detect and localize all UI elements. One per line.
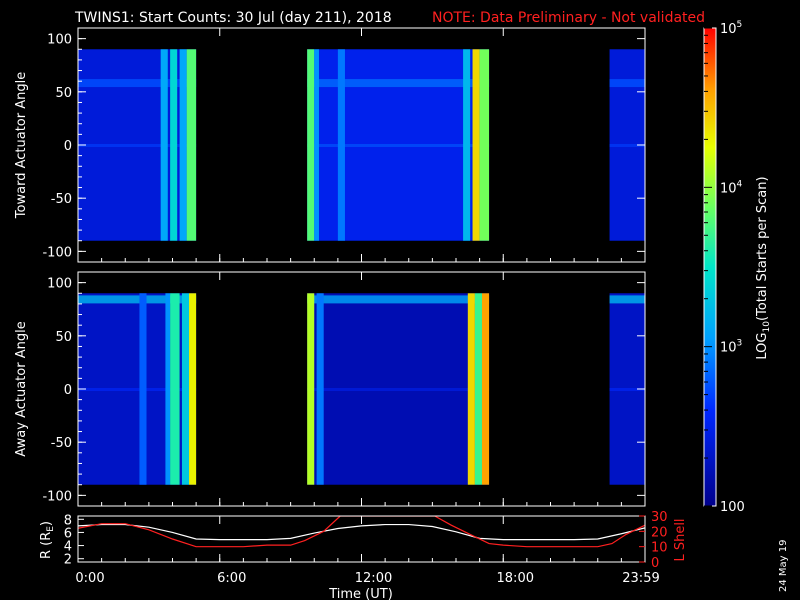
r-tick-label: 2	[64, 553, 72, 568]
orbit-r-label: R (RE)	[39, 521, 56, 559]
heatmap-zero-band	[609, 388, 645, 391]
away-y-ticks: 100 50 0 -50 -100	[42, 277, 645, 504]
r-distance-line	[78, 523, 645, 541]
heatmap-bright-band	[479, 49, 490, 241]
heatmap-bright-band	[472, 49, 480, 241]
heatmap-bright-band	[481, 293, 490, 485]
colorbar-ticks: 105 104 103 100	[704, 20, 745, 515]
heatmap-bright-band	[474, 293, 482, 485]
colorbar-tick-label: 105	[720, 20, 742, 37]
x-tick-label: 0:00	[75, 571, 104, 586]
away-y-label: Away Actuator Angle	[14, 321, 29, 456]
l-tick-label: 10	[651, 541, 668, 556]
x-axis-label: Time (UT)	[328, 587, 393, 600]
colorbar-tick-label: 104	[720, 179, 743, 196]
heatmap-zero-band	[78, 144, 197, 147]
orbit-lines	[78, 516, 645, 548]
colorbar-tick-label: 103	[720, 339, 742, 356]
heatmap-zero-band	[307, 144, 490, 147]
l-tick-label: 30	[651, 510, 668, 525]
away-panel: 100 50 0 -50 -100 Away Actuator Angle	[14, 271, 646, 507]
heatmap-bright-band	[467, 293, 475, 485]
y-tick-label: -100	[42, 489, 72, 504]
heatmap-angle-band	[307, 79, 490, 88]
toward-y-ticks: 100 50 0 -50 -100	[42, 33, 645, 260]
heatmap-bright-band	[186, 49, 197, 241]
heatmap-angle-band	[78, 79, 197, 88]
heatmap-angle-band	[609, 295, 645, 304]
r-tick-label: 4	[64, 540, 72, 555]
heatmap-angle-band	[78, 295, 197, 304]
y-tick-label: 0	[64, 139, 72, 154]
heatmap-bright-band	[170, 293, 180, 485]
x-tick-label: 23:59	[622, 571, 659, 586]
x-tick-label: 12:00	[355, 571, 392, 586]
heatmap-zero-band	[78, 388, 197, 391]
heatmap-bright-band	[179, 49, 187, 241]
y-tick-label: -50	[51, 192, 72, 207]
colorbar-label: LOG10(Total Starts per Scan)	[755, 176, 772, 359]
toward-heatmap-segments	[78, 49, 645, 241]
l-tick-label: 0	[651, 556, 659, 571]
heatmap-zero-band	[307, 388, 490, 391]
x-tick-label: 6:00	[217, 571, 246, 586]
heatmap-bright-band	[307, 49, 315, 241]
y-tick-label: 50	[55, 330, 72, 345]
heatmap-bright-band	[160, 49, 168, 241]
heatmap-bright-band	[139, 293, 147, 485]
orbit-l-label: L Shell	[673, 518, 688, 561]
heatmap-bright-band	[316, 293, 324, 485]
y-tick-label: -100	[42, 245, 72, 260]
preliminary-note: NOTE: Data Preliminary - Not validated	[432, 10, 705, 26]
heatmap-bright-band	[314, 49, 319, 241]
y-tick-label: 100	[47, 277, 72, 292]
heatmap-bright-band	[189, 293, 197, 485]
y-tick-label: 0	[64, 383, 72, 398]
colorbar-gradient	[703, 27, 717, 507]
x-tick-label: 18:00	[497, 571, 534, 586]
colorbar-tick-label: 100	[720, 500, 745, 515]
l-tick-label: 20	[651, 525, 668, 540]
heatmap-angle-band	[609, 79, 645, 88]
heatmap-bright-band	[463, 49, 471, 241]
heatmap-bright-band	[337, 49, 345, 241]
heatmap-bright-band	[170, 49, 178, 241]
chart-title: TWINS1: Start Counts: 30 Jul (day 211), …	[74, 10, 392, 26]
heatmap-bright-band	[307, 293, 315, 485]
l-shell-line	[78, 516, 645, 548]
away-heatmap-segments	[78, 293, 645, 485]
x-axis-ticks: 0:00 6:00 12:00 18:00 23:59	[75, 28, 660, 586]
r-tick-label: 8	[64, 513, 72, 528]
heatmap-bright-band	[181, 293, 190, 485]
y-tick-label: 100	[47, 33, 72, 48]
heatmap-angle-band	[307, 295, 490, 304]
heatmap-zero-band	[609, 144, 645, 147]
r-tick-label: 6	[64, 526, 72, 541]
y-tick-label: -50	[51, 436, 72, 451]
heatmap-bright-band	[165, 293, 171, 485]
date-stamp: 24 May 19	[778, 540, 789, 592]
colorbar: 105 104 103 100 LOG10(Total Starts per Scan…	[703, 20, 772, 515]
toward-panel: 100 50 0 -50 -100 Toward Actuator Angle	[14, 27, 646, 263]
toward-y-label: Toward Actuator Angle	[14, 72, 29, 219]
y-tick-label: 50	[55, 86, 72, 101]
